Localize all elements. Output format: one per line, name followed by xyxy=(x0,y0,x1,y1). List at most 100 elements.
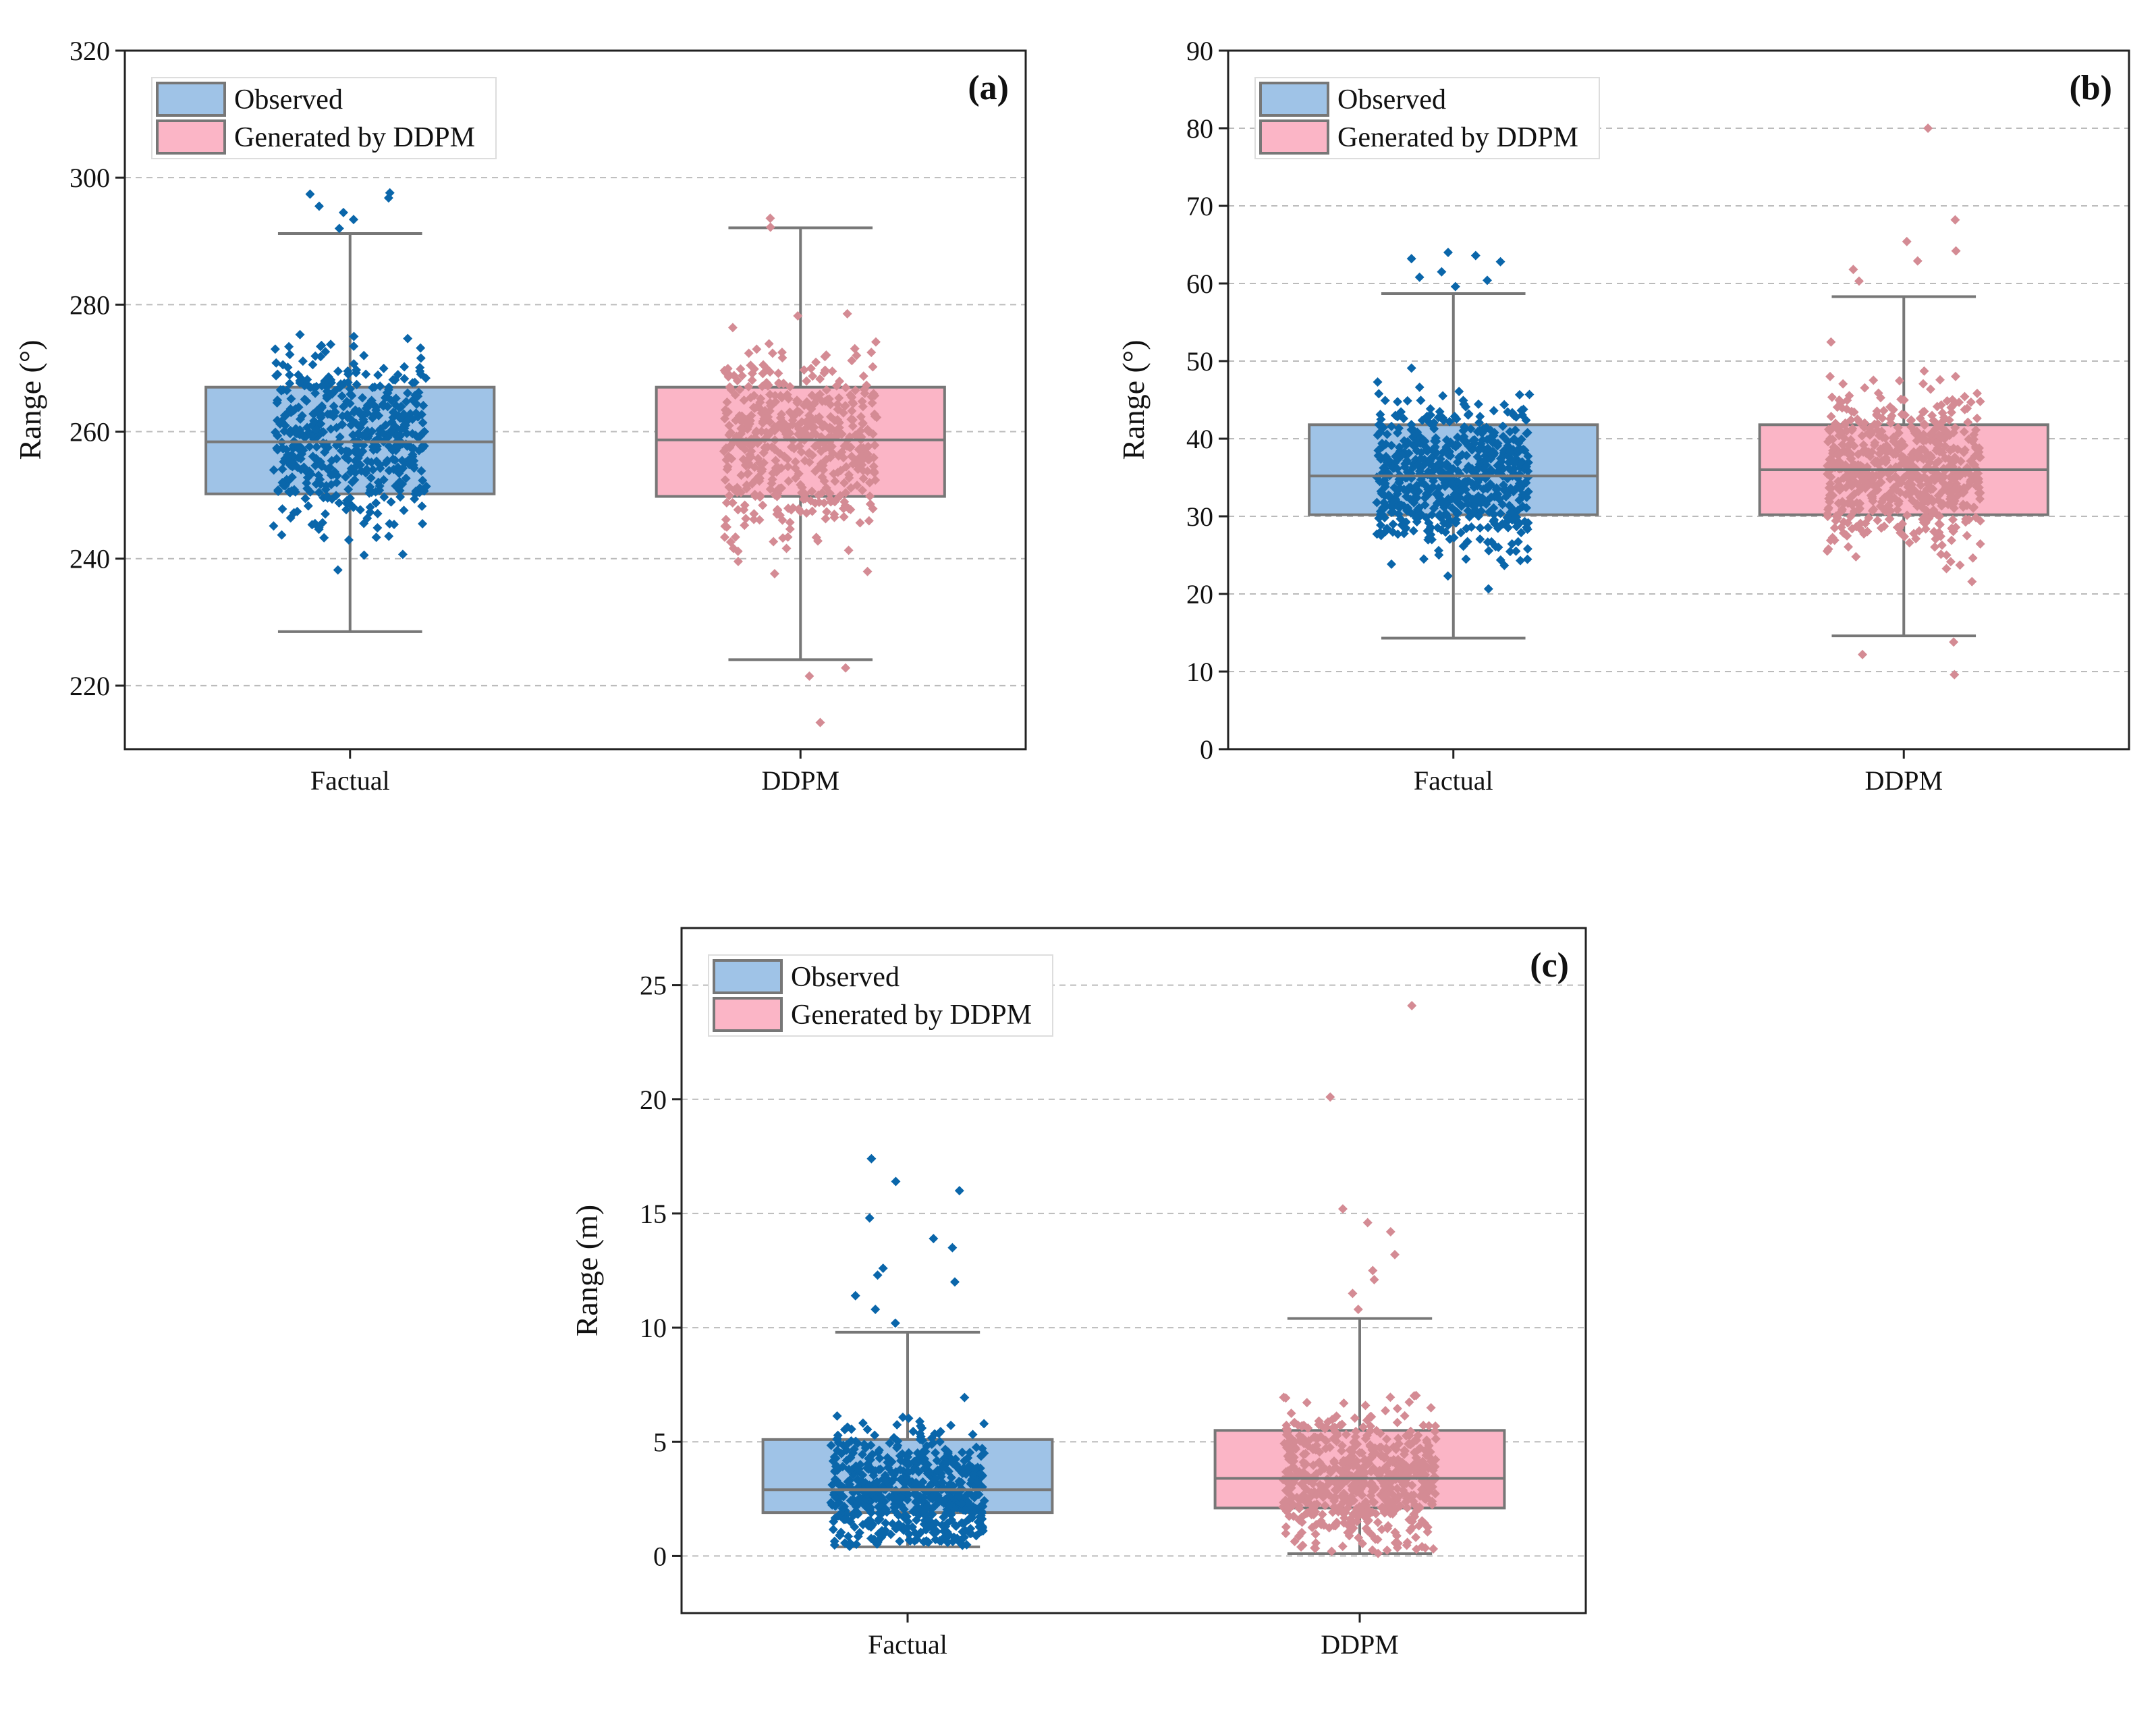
data-point xyxy=(1482,435,1492,445)
data-point xyxy=(733,556,743,566)
data-point xyxy=(1406,1426,1416,1436)
data-point xyxy=(719,532,729,542)
data-point xyxy=(1446,466,1456,476)
data-point xyxy=(845,1542,855,1552)
data-point xyxy=(862,566,873,576)
data-point xyxy=(736,470,746,481)
data-point xyxy=(1474,418,1485,428)
data-point xyxy=(1389,1454,1399,1465)
data-point xyxy=(1505,508,1516,518)
data-point xyxy=(395,485,405,495)
data-point xyxy=(1464,512,1474,522)
data-point xyxy=(1475,523,1485,533)
data-point xyxy=(1291,1444,1301,1454)
y-tick-label: 60 xyxy=(1186,269,1213,299)
data-point xyxy=(1481,499,1491,509)
data-point xyxy=(1337,1458,1348,1468)
data-point xyxy=(927,1504,937,1514)
data-point xyxy=(348,430,358,440)
data-point xyxy=(1935,375,1945,385)
y-tick-label: 15 xyxy=(640,1199,667,1229)
data-point xyxy=(979,1496,989,1506)
data-point xyxy=(1875,449,1885,459)
data-point xyxy=(1430,1426,1440,1436)
outlier-point xyxy=(815,717,825,728)
data-point xyxy=(1958,502,1968,512)
outlier-point xyxy=(1437,267,1447,277)
data-point xyxy=(1929,505,1939,515)
data-point xyxy=(896,1501,906,1511)
data-point xyxy=(1337,1419,1347,1430)
data-point xyxy=(719,446,729,456)
data-point xyxy=(842,308,852,319)
data-point xyxy=(1400,1411,1410,1421)
data-point xyxy=(740,520,750,530)
data-point xyxy=(1522,503,1532,513)
data-point xyxy=(1378,1502,1388,1513)
data-point xyxy=(1483,522,1493,533)
data-point xyxy=(1414,1521,1424,1531)
data-point xyxy=(749,364,759,374)
data-point xyxy=(1959,487,1969,497)
data-point xyxy=(1407,1523,1417,1533)
data-point xyxy=(857,1450,867,1460)
data-point xyxy=(786,442,796,452)
data-point xyxy=(976,1510,986,1521)
data-point xyxy=(1414,1503,1425,1513)
data-point xyxy=(365,502,375,512)
data-point xyxy=(386,497,396,507)
outlier-point xyxy=(1951,246,1961,256)
data-point xyxy=(844,1531,854,1542)
data-point xyxy=(1975,516,1985,526)
data-point xyxy=(284,342,294,352)
data-point xyxy=(1466,522,1476,532)
data-point xyxy=(799,431,809,441)
data-point xyxy=(728,543,738,553)
data-point xyxy=(1885,488,1895,498)
data-point xyxy=(1379,1490,1389,1500)
data-point xyxy=(1483,584,1493,594)
data-point xyxy=(359,350,369,360)
data-point xyxy=(853,1531,863,1542)
data-point xyxy=(388,454,398,464)
data-point xyxy=(345,398,355,408)
data-point xyxy=(1429,1461,1439,1471)
data-point xyxy=(1842,404,1852,414)
data-point xyxy=(1877,433,1887,443)
data-point xyxy=(1283,1437,1294,1447)
data-point xyxy=(1941,550,1952,560)
data-point xyxy=(412,391,422,401)
data-point xyxy=(1312,1440,1322,1450)
data-point xyxy=(741,461,751,471)
data-point xyxy=(1412,493,1422,503)
data-point xyxy=(399,374,410,384)
data-point xyxy=(296,414,306,425)
data-point xyxy=(840,401,850,411)
data-point xyxy=(1827,456,1837,466)
data-point xyxy=(1417,1542,1427,1552)
data-point xyxy=(899,1477,909,1488)
data-point xyxy=(844,545,854,555)
data-point xyxy=(891,1443,902,1453)
data-point xyxy=(269,465,279,475)
data-point xyxy=(847,406,857,416)
data-point xyxy=(964,1514,974,1524)
data-point xyxy=(1869,504,1879,514)
data-point xyxy=(724,482,734,492)
data-point xyxy=(866,1454,876,1465)
data-point xyxy=(864,516,874,526)
data-point xyxy=(1371,1508,1381,1519)
data-point xyxy=(1403,437,1413,447)
data-point xyxy=(737,371,747,381)
data-point xyxy=(1516,555,1526,566)
data-point xyxy=(1497,519,1508,529)
data-point xyxy=(1375,410,1385,420)
data-point xyxy=(1486,492,1496,502)
data-point xyxy=(1281,1522,1291,1532)
data-point xyxy=(1395,483,1405,493)
data-point xyxy=(1919,472,1929,483)
data-point xyxy=(1950,423,1960,433)
data-point xyxy=(352,365,362,375)
data-point xyxy=(735,385,745,395)
data-point xyxy=(908,1506,918,1517)
